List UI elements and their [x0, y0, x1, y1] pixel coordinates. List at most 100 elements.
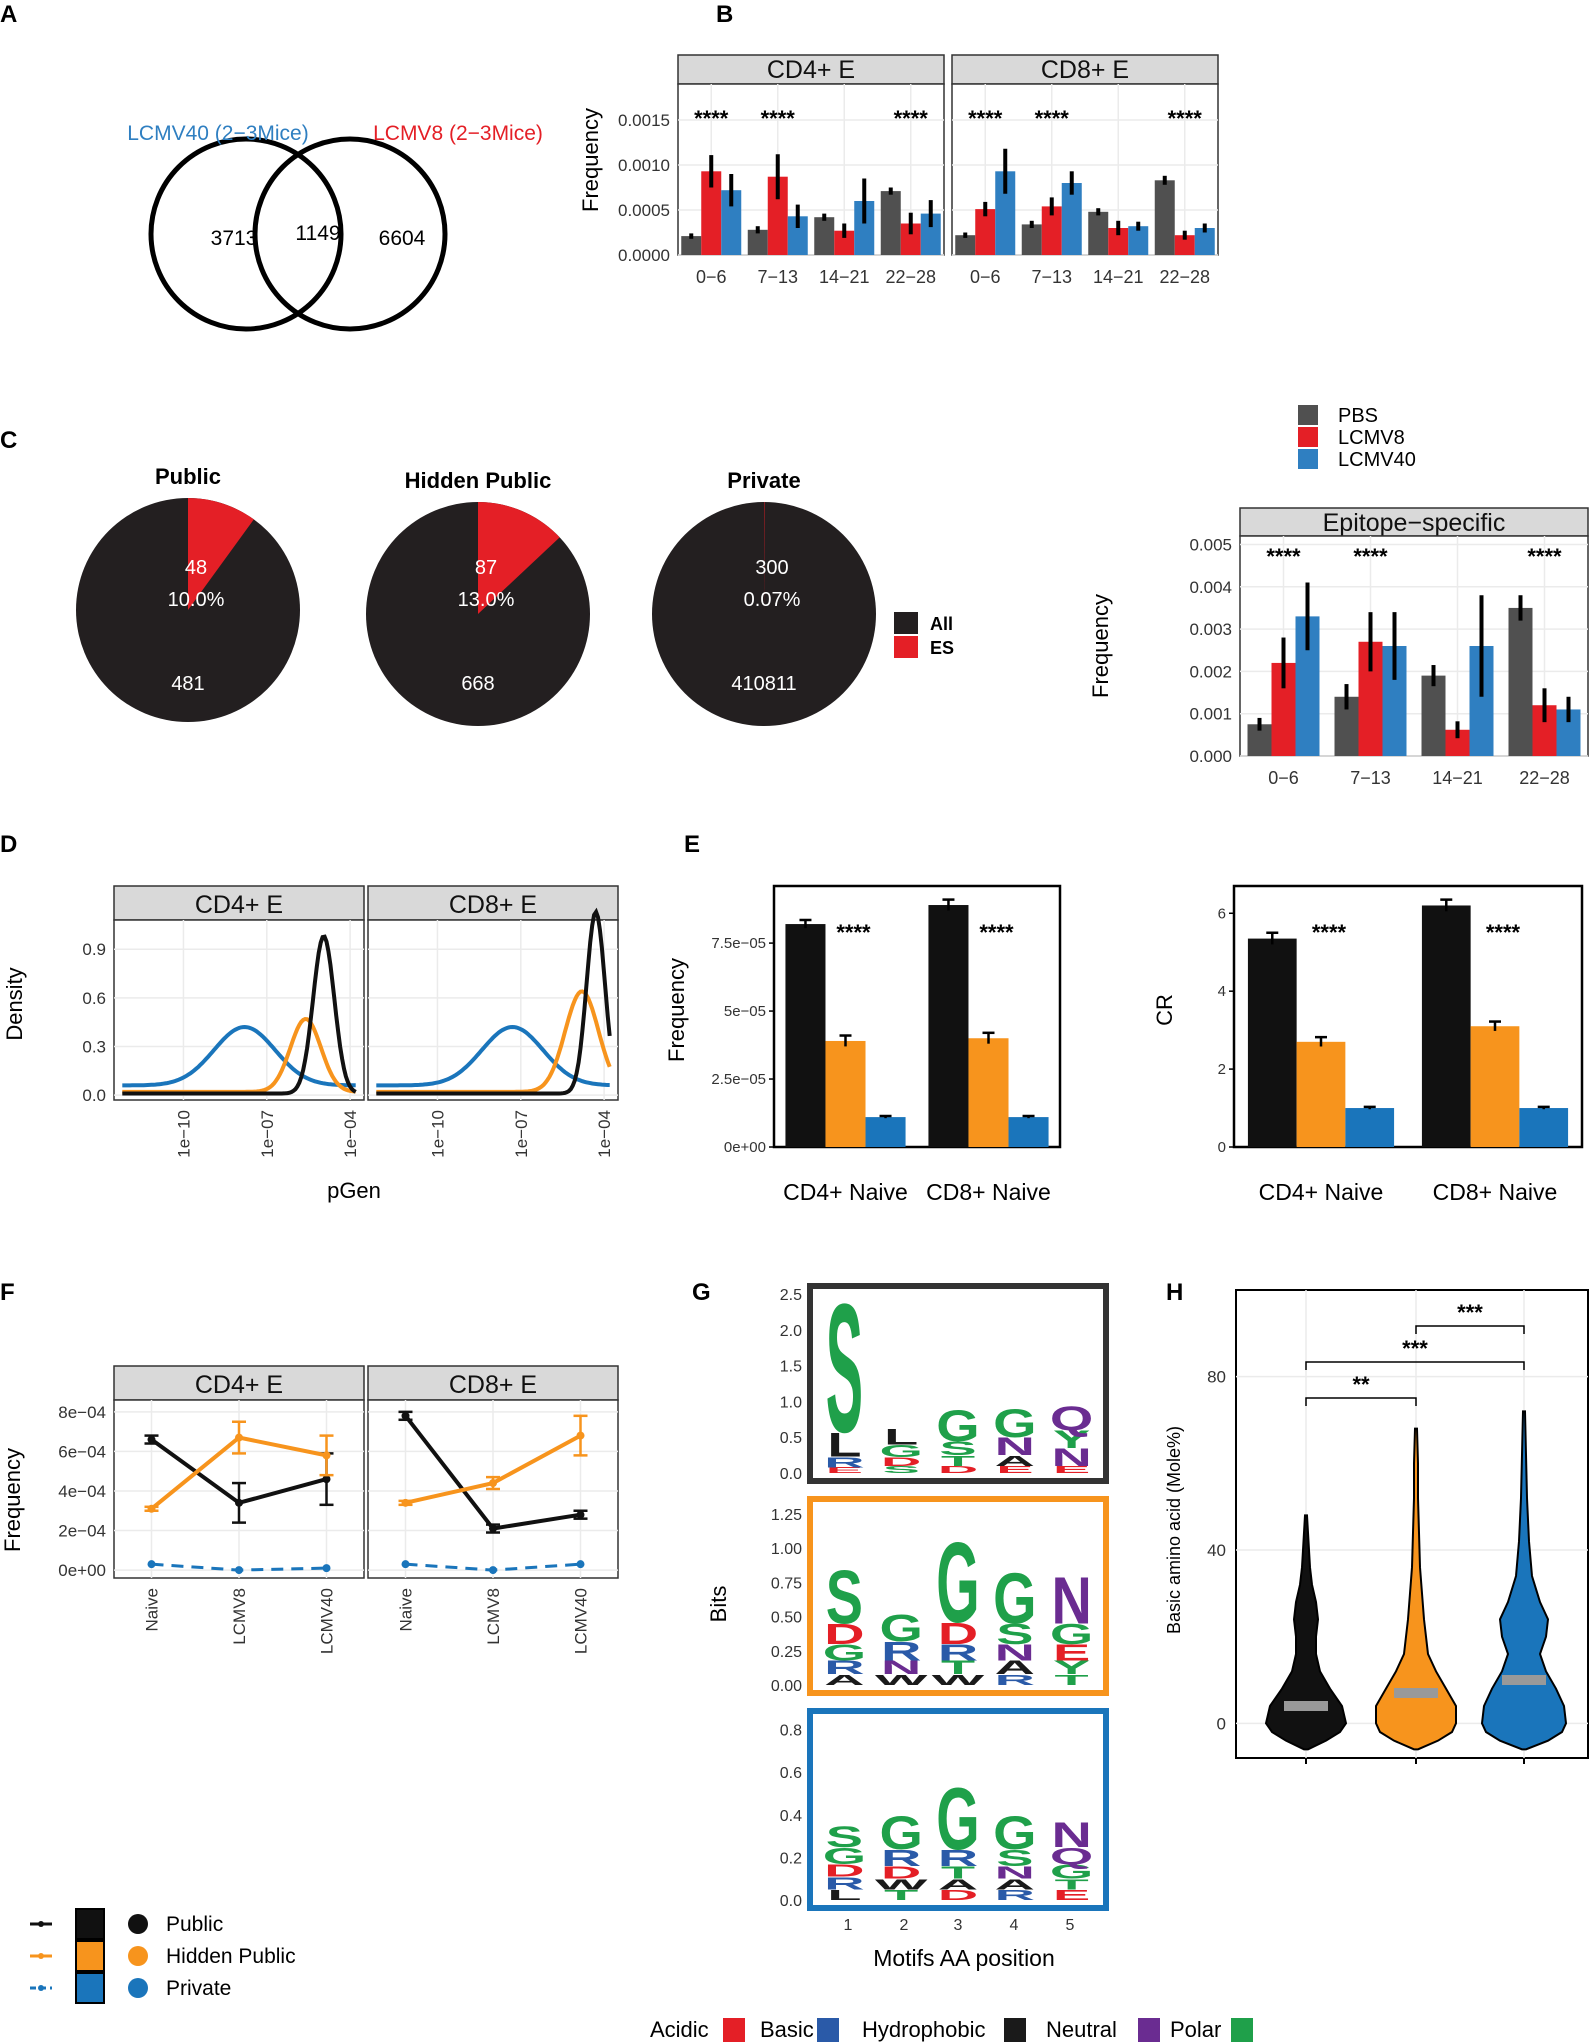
significance-marker: ****	[1353, 544, 1388, 569]
legend-clonotype-class: Public Hidden Public Private	[30, 1908, 296, 2004]
panel-c-pie-charts: Public 48 10.0% 481 Hidden Public 87 13.0% 668 P…	[76, 464, 954, 726]
y-tick-label: 0.75	[771, 1575, 802, 1592]
logo-letter: G	[879, 1806, 922, 1859]
density-line-public	[122, 934, 357, 1096]
x-tick-label: 7−13	[1031, 267, 1072, 287]
logo-letter: E	[996, 1464, 1033, 1475]
pie-label-percent: 10.0%	[168, 589, 225, 611]
logo-letter: E	[1053, 1464, 1090, 1475]
logo-letter: Q	[1050, 1399, 1093, 1438]
bar-lcmv40	[1061, 183, 1082, 255]
data-point	[322, 1451, 331, 1460]
x-tick-label: 2	[900, 1917, 909, 1934]
data-point	[576, 1510, 585, 1519]
y-tick-label: 0.4	[780, 1808, 802, 1825]
bar-lcmv40	[854, 201, 875, 255]
x-axis-title: Motifs AA position	[873, 1945, 1055, 1971]
density-line-public	[376, 907, 612, 1096]
data-point	[235, 1433, 243, 1442]
data-point	[147, 1560, 156, 1569]
y-tick-label: 2.5	[780, 1287, 802, 1304]
data-point	[147, 1504, 156, 1513]
y-tick-label: 0	[1217, 1714, 1226, 1733]
venn-circle-lcmv8	[252, 136, 448, 332]
logo-letter: A	[995, 1452, 1035, 1469]
facet-title: Epitope−specific	[1323, 509, 1506, 537]
logo-letter: W	[932, 1671, 985, 1688]
logo-letter: S	[996, 1845, 1033, 1871]
y-tick-label: 0.003	[1189, 620, 1232, 639]
logo-letter: G	[936, 1769, 979, 1868]
significance-bracket	[1305, 1397, 1417, 1406]
y-tick-label: 0.3	[82, 1037, 106, 1056]
facet-title: CD4+ E	[767, 56, 855, 84]
legend-point-key	[128, 1946, 148, 1966]
pie-slice-es	[478, 502, 560, 614]
x-tick-label: 3	[954, 1917, 963, 1934]
pie-title: Hidden Public	[405, 468, 552, 493]
y-axis-title: Frequency	[1088, 594, 1113, 698]
x-tick-label: CD4+ Naive	[1259, 1179, 1384, 1205]
x-tick-label: 7−13	[1350, 768, 1391, 788]
legend-label-polar: Polar	[1170, 2017, 1221, 2042]
y-tick-label: 0e+00	[58, 1561, 106, 1580]
legend-label-lcmv40: LCMV40	[1338, 449, 1416, 471]
x-tick-label: 0−6	[970, 267, 1001, 287]
x-tick-label: 1e−07	[512, 1110, 531, 1158]
facet-strip	[951, 54, 1219, 85]
panel-label-b: B	[716, 1, 733, 28]
logo-letter: S	[939, 1437, 976, 1459]
bar-lcmv40	[995, 171, 1016, 255]
x-tick-label: 0−6	[1268, 768, 1299, 788]
data-point	[322, 1475, 331, 1484]
significance-marker: **	[1352, 1372, 1370, 1397]
violin-hidden-public	[1375, 1427, 1457, 1751]
legend-swatch-all	[894, 612, 918, 634]
y-tick-label: 1.00	[771, 1541, 802, 1558]
logo-letter: S	[826, 1821, 863, 1853]
y-tick-label: 6	[1218, 905, 1226, 922]
bar-lcmv8	[975, 209, 996, 255]
logo-letter: G	[880, 1441, 923, 1461]
bar-pbs	[747, 229, 768, 255]
y-tick-label: 0e+00	[724, 1139, 766, 1156]
median-marker	[1284, 1701, 1328, 1711]
significance-marker: ***	[1402, 1336, 1428, 1361]
logo-letter: Q	[1050, 1843, 1093, 1869]
x-axis-title: pGen	[327, 1178, 381, 1203]
significance-marker: ****	[761, 106, 796, 131]
y-tick-label: 0.2	[780, 1850, 802, 1867]
bar-public	[928, 905, 969, 1147]
x-tick-label: LCMV8	[230, 1588, 249, 1645]
y-axis-title: Density	[2, 967, 27, 1040]
facet-title: CD4+ E	[195, 891, 283, 919]
logo-frame	[807, 1496, 1109, 1696]
facet-strip	[113, 1365, 365, 1401]
bar-lcmv8	[1108, 228, 1129, 255]
venn-diagram: LCMV40 (2−3Mice) LCMV8 (2−3Mice) 3713 11…	[127, 122, 543, 332]
data-point	[489, 1479, 497, 1488]
bar-lcmv8	[834, 230, 855, 255]
y-tick-label: 2e−04	[58, 1522, 106, 1541]
bar-lcmv40	[1194, 228, 1215, 255]
logo-frame	[807, 1708, 1109, 1911]
legend-label-pbs: PBS	[1338, 405, 1378, 427]
x-tick-label: 14−21	[819, 267, 870, 287]
logo-letter: G	[993, 1559, 1036, 1639]
logo-letter: N	[995, 1433, 1035, 1461]
logo-letter: D	[824, 1861, 864, 1881]
logo-letter: A	[995, 1876, 1035, 1893]
logo-letter: N	[1051, 1564, 1091, 1638]
x-tick-label: 1e−04	[341, 1110, 360, 1158]
logo-letter: R	[824, 1657, 864, 1678]
facet-title: CD8+ E	[1041, 56, 1129, 84]
logo-letter: E	[1053, 1640, 1090, 1666]
y-tick-label: 0.00	[771, 1678, 802, 1695]
y-tick-label: 6e−04	[58, 1442, 106, 1461]
logo-letter: N	[995, 1863, 1035, 1883]
y-tick-label: 0.005	[1189, 535, 1232, 554]
x-tick-label: 1e−04	[595, 1110, 614, 1158]
logo-letter: L	[884, 1425, 918, 1449]
legend-amino-acid-class: Acidic Basic Hydrophobic Neutral Polar	[650, 2017, 1253, 2042]
